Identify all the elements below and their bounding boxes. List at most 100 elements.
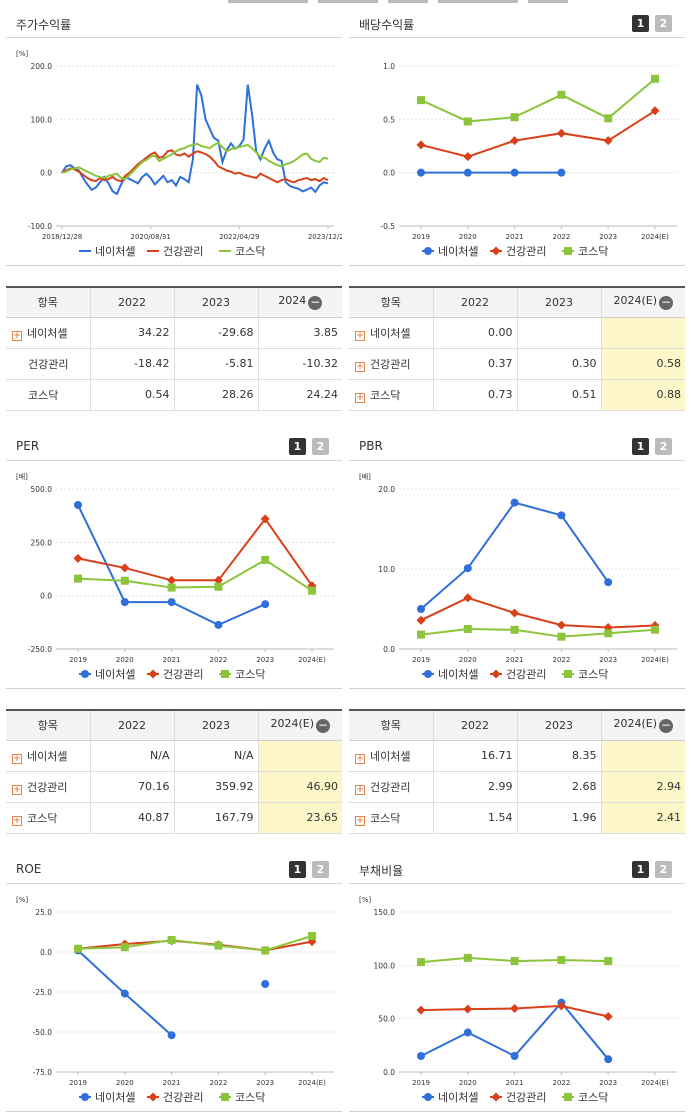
y-tick-label: -100.0	[28, 222, 52, 231]
row-name: 네이처셀	[27, 326, 68, 340]
page-2-button[interactable]: 2	[655, 438, 672, 455]
collapse-column-icon[interactable]: −	[308, 295, 323, 311]
x-tick-label: 2020	[116, 656, 134, 664]
data-point	[604, 957, 613, 966]
series-line	[61, 149, 329, 184]
dividend-chart-svg: 1.0 0.5 0.0 -0.5 2019 2020 2021 2022 2023 2024(E)…	[380, 62, 677, 258]
expand-row-icon[interactable]: +	[355, 784, 365, 795]
panel-header: PBR 1 2	[349, 431, 685, 461]
page-1-button[interactable]: 1	[289, 861, 306, 878]
row-name: 건강관리	[370, 357, 411, 371]
expand-row-icon[interactable]: +	[355, 392, 365, 403]
page-1-button[interactable]: 1	[632, 438, 649, 455]
data-point	[510, 113, 519, 122]
expand-row-icon[interactable]: +	[12, 784, 22, 795]
expand-row-icon[interactable]: +	[355, 753, 365, 764]
table-cell: -5.81	[174, 348, 259, 380]
page-1-button[interactable]: 1	[632, 15, 649, 32]
table-cell: 70.16	[90, 771, 175, 803]
per-chart-svg: [배]500.0 250.0 0.0 -250.0 2019 2020 2021 2022 20…	[16, 472, 334, 681]
legend-marker	[564, 247, 572, 255]
page-2-button[interactable]: 2	[312, 438, 329, 455]
x-tick-label: 2023	[256, 1079, 274, 1087]
legend-marker	[491, 1092, 501, 1102]
table-cell: -10.32	[258, 348, 342, 380]
x-tick-label: 2022	[552, 233, 570, 241]
expand-row-icon[interactable]: +	[12, 330, 22, 341]
row-name: 건강관리	[28, 357, 69, 371]
data-point	[417, 96, 425, 105]
legend-marker	[81, 1093, 89, 1101]
legend-label: 코스닥	[578, 668, 608, 681]
x-tick-label: 2024(E)	[641, 233, 669, 241]
column-header: 2024(E) −	[258, 710, 342, 741]
table-cell	[517, 317, 602, 349]
table-cell: 0.30	[517, 348, 602, 380]
table-cell: 24.24	[258, 379, 342, 411]
data-point	[416, 140, 426, 150]
table-cell: 0.88	[601, 379, 685, 411]
legend-marker	[491, 669, 501, 679]
legend-marker	[424, 670, 432, 678]
table-cell: 3.85	[258, 317, 342, 349]
data-point	[417, 958, 425, 967]
expand-row-icon[interactable]: +	[12, 753, 22, 764]
table-cell	[601, 740, 685, 772]
table-row: + 코스닥 1.54 1.96 2.41	[349, 802, 685, 834]
series-line	[61, 141, 329, 181]
y-tick-label: 100.0	[31, 115, 53, 124]
column-header: 2023	[517, 287, 602, 318]
data-point	[604, 114, 613, 123]
expand-row-icon[interactable]: +	[355, 815, 365, 826]
legend-marker	[491, 246, 501, 256]
roe-chart-svg: [%] 25.0 0.0 -25.0 -50.0 -75.0 2019 2020 2021 202…	[16, 896, 334, 1104]
table-row: + 건강관리 2.99 2.68 2.94	[349, 771, 685, 803]
page-2-button[interactable]: 2	[312, 861, 329, 878]
data-point	[261, 600, 270, 609]
data-point	[308, 932, 316, 940]
row-name: 네이처셀	[27, 749, 68, 763]
panel-title: PBR	[359, 439, 383, 453]
page-2-button[interactable]: 2	[655, 15, 672, 32]
expand-row-icon[interactable]: +	[12, 815, 22, 826]
t-pbr-table: 항목 2022 2023 2024(E) − + 네이처셀 16.71 8.35 + 건강관리 2.9…	[349, 709, 685, 834]
top-tab-edge	[228, 0, 308, 3]
data-point	[213, 575, 223, 585]
legend-label: 건강관리	[163, 245, 203, 258]
panel-header: PER 1 2	[6, 431, 342, 461]
x-tick-label: 2019	[412, 656, 430, 664]
page-2-button[interactable]: 2	[655, 861, 672, 878]
page-1-button[interactable]: 1	[632, 861, 649, 878]
y-tick-label: -25.0	[33, 988, 53, 997]
page-1-button[interactable]: 1	[289, 438, 306, 455]
legend-label: 건강관리	[163, 1091, 203, 1104]
legend-label: 네이처셀	[95, 1091, 135, 1104]
data-point	[556, 1001, 566, 1011]
collapse-column-icon[interactable]: −	[316, 718, 331, 734]
table-cell	[258, 740, 342, 772]
expand-row-icon[interactable]: +	[355, 361, 365, 372]
collapse-column-icon[interactable]: −	[659, 718, 674, 734]
data-point	[261, 555, 270, 564]
data-point	[650, 106, 660, 116]
table-cell: 23.65	[258, 802, 342, 834]
y-tick-label: 0.0	[40, 948, 52, 957]
x-tick-label: 2021	[163, 1079, 181, 1087]
data-point	[167, 1031, 176, 1040]
row-label: + 네이처셀	[6, 740, 91, 772]
collapse-column-icon[interactable]: −	[659, 295, 674, 311]
data-point	[417, 630, 425, 639]
row-label: + 네이처셀	[349, 317, 434, 349]
pbr-chart-panel: PBR 1 2 [배] 20.0 10.0 0.0 2019 2020 2021 2022 2023 2…	[349, 431, 685, 689]
x-tick-label: 2024(E)	[298, 656, 326, 664]
data-point	[463, 564, 472, 573]
panel-header: ROE 1 2	[6, 854, 342, 884]
panel-title: 배당수익률	[359, 18, 415, 32]
x-tick-label: 2023/12/28	[308, 233, 342, 241]
row-label: + 건강관리	[6, 771, 91, 803]
table-cell: 8.35	[517, 740, 602, 772]
x-tick-label: 2020/08/31	[130, 233, 170, 241]
series-line	[420, 109, 656, 158]
expand-row-icon[interactable]: +	[355, 330, 365, 341]
pbr-chart-svg: [배] 20.0 10.0 0.0 2019 2020 2021 2022 2023 2024(E…	[359, 472, 677, 681]
